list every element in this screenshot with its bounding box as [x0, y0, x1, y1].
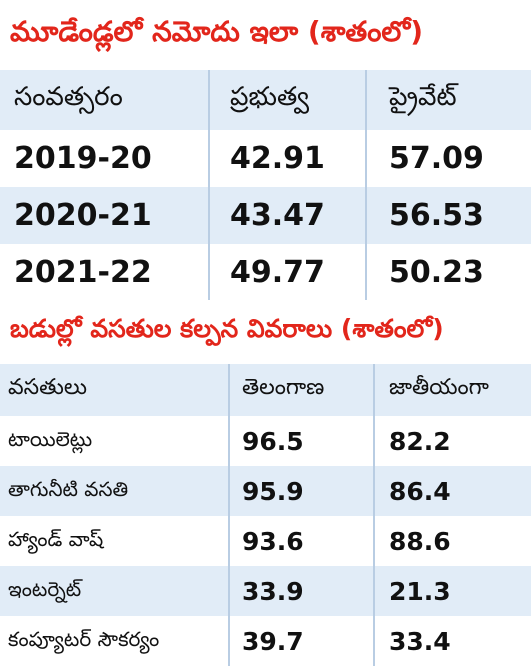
column-header-government: ప్రభుత్వ: [208, 70, 365, 130]
government-cell: 49.77: [208, 244, 365, 301]
facilities-section-title: బడుల్లో వసతుల కల్పన వివరాలు (శాతంలో): [0, 300, 531, 364]
table-row: టాయిలెట్లు 96.5 82.2: [0, 416, 531, 466]
table-row: తాగునీటి వసతి 95.9 86.4: [0, 466, 531, 516]
national-cell: 88.6: [373, 516, 531, 566]
government-cell: 43.47: [208, 187, 365, 244]
column-header-private: ప్రైవేట్: [365, 70, 531, 130]
enrollment-table-header: సంవత్సరం ప్రభుత్వ ప్రైవేట్: [0, 70, 531, 130]
national-cell: 33.4: [373, 616, 531, 666]
table-row: 2021-22 49.77 50.23: [0, 244, 531, 301]
column-header-facilities: వసతులు: [8, 375, 88, 400]
year-cell: 2021-22: [14, 255, 152, 290]
telangana-cell: 95.9: [228, 466, 373, 516]
facilities-table: వసతులు తెలంగాణ జాతీయంగా టాయిలెట్లు 96.5 …: [0, 364, 531, 666]
table-row: హ్యాండ్ వాష్ 93.6 88.6: [0, 516, 531, 566]
national-cell: 21.3: [373, 566, 531, 616]
private-cell: 57.09: [365, 130, 531, 187]
national-cell: 86.4: [373, 466, 531, 516]
facility-cell: టాయిలెట్లు: [8, 426, 93, 451]
facility-cell: తాగునీటి వసతి: [8, 476, 129, 501]
enrollment-table: సంవత్సరం ప్రభుత్వ ప్రైవేట్ 2019-20 42.91…: [0, 70, 531, 301]
table-row: కంప్యూటర్ సౌకర్యం 39.7 33.4: [0, 616, 531, 666]
column-header-national: జాతీయంగా: [373, 364, 531, 416]
facility-cell: హ్యాండ్ వాష్: [8, 526, 104, 551]
private-cell: 50.23: [365, 244, 531, 301]
year-cell: 2020-21: [14, 198, 152, 233]
facility-cell: కంప్యూటర్ సౌకర్యం: [8, 626, 160, 651]
enrollment-section-title: మూడేండ్లలో నమోదు ఇలా (శాతంలో): [0, 0, 531, 70]
facility-cell: ఇంటర్నెట్: [8, 576, 82, 601]
table-row: ఇంటర్నెట్ 33.9 21.3: [0, 566, 531, 616]
year-cell: 2019-20: [14, 141, 152, 176]
telangana-cell: 93.6: [228, 516, 373, 566]
private-cell: 56.53: [365, 187, 531, 244]
facilities-table-header: వసతులు తెలంగాణ జాతీయంగా: [0, 364, 531, 416]
national-cell: 82.2: [373, 416, 531, 466]
telangana-cell: 96.5: [228, 416, 373, 466]
column-header-year: సంవత్సరం: [14, 82, 123, 112]
telangana-cell: 39.7: [228, 616, 373, 666]
table-row: 2020-21 43.47 56.53: [0, 187, 531, 244]
column-header-telangana: తెలంగాణ: [228, 364, 373, 416]
table-row: 2019-20 42.91 57.09: [0, 130, 531, 187]
government-cell: 42.91: [208, 130, 365, 187]
telangana-cell: 33.9: [228, 566, 373, 616]
